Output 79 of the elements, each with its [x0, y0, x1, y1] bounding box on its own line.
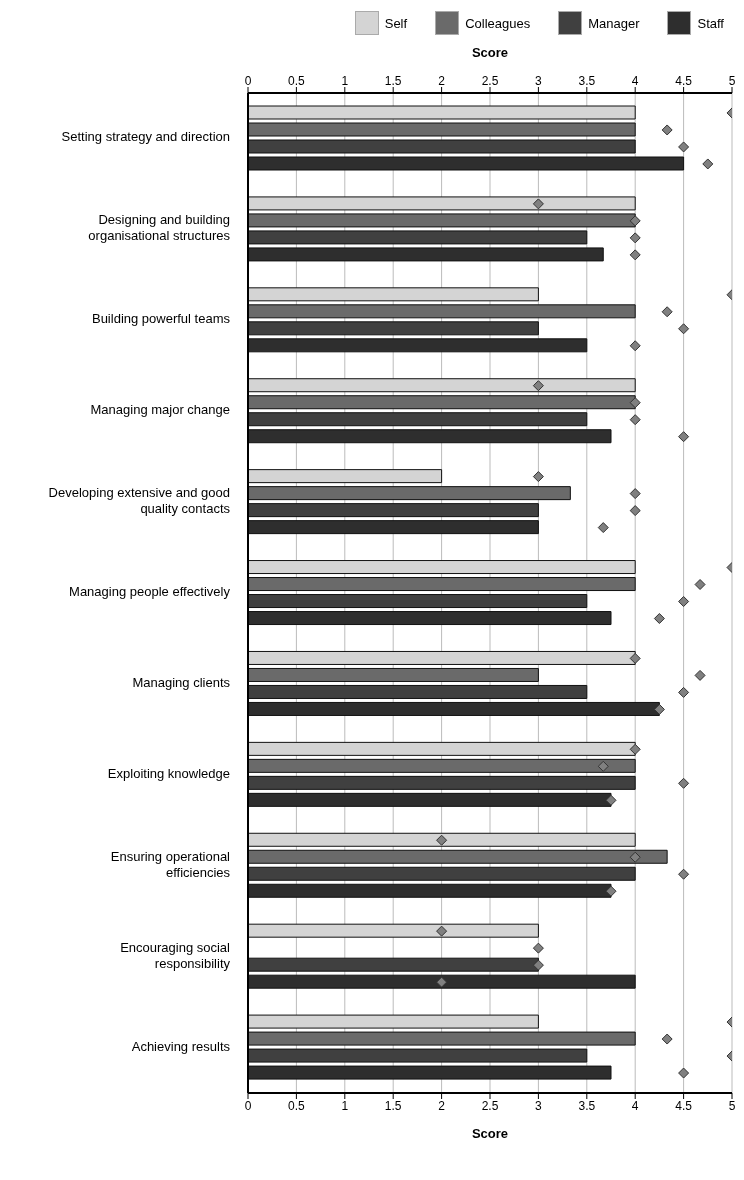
bar: [248, 486, 571, 501]
x2-tick-label: 4: [631, 1098, 639, 1113]
y-tick-label: Managing people effectively: [69, 584, 231, 600]
x-tick-label: 1.5: [384, 74, 402, 88]
bar: [248, 957, 539, 972]
bar: [248, 684, 588, 699]
bar: [248, 469, 443, 484]
bar: [248, 412, 588, 427]
x-tick-label: 5: [728, 74, 736, 88]
bar: [248, 287, 539, 302]
bar: [248, 304, 636, 319]
bar: [248, 1031, 636, 1046]
x-tick-label: 4: [631, 74, 639, 88]
x2-tick-label: 4.5: [675, 1098, 693, 1113]
bar: [248, 849, 668, 864]
bar: [248, 775, 636, 790]
x-tick-label: 2.5: [481, 74, 499, 88]
bar: [248, 611, 612, 626]
x2-axis-title: Score: [471, 45, 509, 61]
y-tick-label: Developing extensive and good quality contacts: [48, 485, 231, 517]
bar: [248, 974, 636, 989]
y-tick-label: Achieving results: [131, 1038, 231, 1054]
bar: [248, 213, 636, 228]
bar: [248, 395, 636, 410]
x-tick-label: 3: [535, 74, 543, 88]
x2-tick-label: 5: [728, 1098, 736, 1113]
x2-tick-label: 1: [341, 1098, 349, 1113]
bar: [248, 230, 588, 245]
bar: [248, 1014, 539, 1029]
y-tick-label: Setting strategy and direction: [61, 129, 230, 145]
legend-label: Colleagues: [465, 15, 531, 31]
y-tick-label: Managing major change: [90, 402, 230, 418]
bar: [248, 758, 636, 773]
x-tick-label: 2: [438, 74, 446, 88]
y-tick-label: Exploiting knowledge: [107, 766, 230, 782]
x-tick-label: 0: [244, 74, 252, 88]
x2-tick-label: 2: [438, 1098, 446, 1113]
x-tick-label: 1: [341, 74, 349, 88]
bar: [248, 105, 636, 120]
bar: [248, 866, 636, 881]
x-tick-label: 3.5: [578, 74, 596, 88]
x-tick-label: 0.5: [288, 74, 306, 88]
bar: [248, 741, 636, 756]
bar: [248, 923, 539, 938]
bar: [248, 247, 604, 262]
x2-tick-label: 2.5: [481, 1098, 499, 1113]
x-tick-label: 4.5: [675, 74, 693, 88]
legend-label: Self: [384, 15, 408, 31]
bar: [248, 520, 539, 535]
x2-tick-label: 0.5: [288, 1098, 306, 1113]
bar: [248, 650, 636, 665]
bar: [248, 338, 588, 353]
bar: [248, 321, 539, 336]
bar: [248, 156, 685, 171]
y-tick-label: Managing clients: [132, 675, 231, 691]
bar: [248, 196, 636, 211]
bar: [248, 429, 612, 444]
bar: [248, 594, 588, 609]
bar: [248, 1048, 588, 1063]
x-axis-title: Score: [471, 1126, 509, 1141]
bar: [248, 139, 636, 154]
bar: [248, 577, 636, 592]
legend-label: Staff: [697, 15, 724, 31]
bar: [248, 503, 539, 518]
bar: [248, 832, 636, 847]
x2-tick-label: 0: [244, 1098, 252, 1113]
y-tick-label: Ensuring operational efficiencies: [110, 849, 231, 881]
bar: [248, 560, 636, 575]
y-tick-label: Designing and building organisational structures: [88, 212, 231, 244]
bar: [248, 122, 636, 137]
legend-label: Manager: [588, 15, 640, 31]
y-tick-label: Building powerful teams: [91, 311, 231, 327]
x2-tick-label: 1.5: [384, 1098, 402, 1113]
bar: [248, 378, 636, 393]
x2-tick-label: 3.5: [578, 1098, 596, 1113]
y-tick-label: Encouraging social responsibility: [120, 940, 231, 972]
x2-tick-label: 3: [535, 1098, 543, 1113]
bar: [248, 1065, 612, 1080]
bar: [248, 667, 539, 682]
